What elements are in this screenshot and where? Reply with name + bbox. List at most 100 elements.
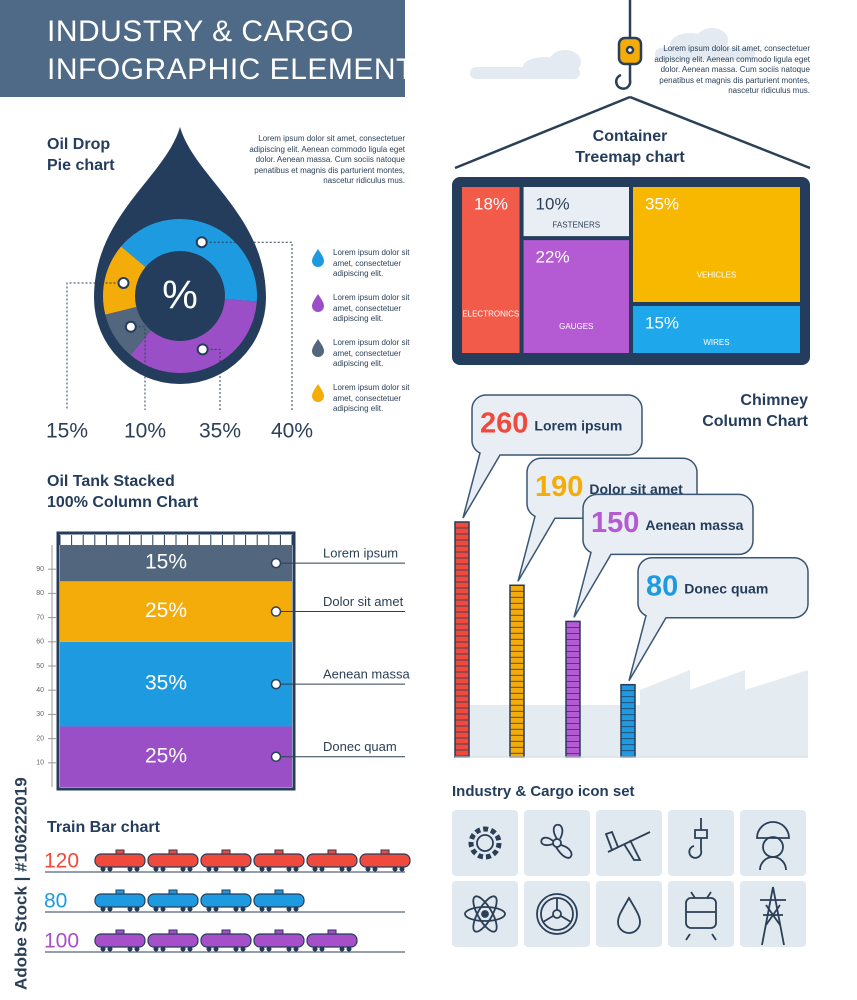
wheel <box>346 946 352 952</box>
chimney <box>454 521 470 758</box>
legend-text: Lorem ipsum dolor sit amet, consectetuer… <box>333 338 410 368</box>
series-label: Lorem ipsum <box>323 546 398 561</box>
wheel <box>213 906 219 912</box>
tank-car <box>253 933 305 948</box>
wheel <box>286 906 292 912</box>
category-label: Aenean massa <box>645 517 743 533</box>
value-label: 35% <box>199 420 241 443</box>
wheel <box>213 946 219 952</box>
chart-title: Oil Tank Stacked <box>47 473 175 490</box>
chimney <box>509 584 525 758</box>
speech-bubble <box>573 493 754 618</box>
wheel <box>372 866 378 872</box>
treemap-cell <box>633 306 800 353</box>
wheel <box>259 946 265 952</box>
treemap-cell <box>633 187 800 302</box>
train-bar <box>94 889 305 912</box>
tank-car <box>200 933 252 948</box>
wheel <box>107 866 113 872</box>
speech-bubble <box>462 394 643 519</box>
train-bar <box>94 929 358 952</box>
wheel <box>293 906 299 912</box>
tank-car <box>253 853 305 868</box>
wheel <box>319 946 325 952</box>
wheel <box>160 906 166 912</box>
segment-dot <box>270 678 282 690</box>
y-tick-label: 50 <box>36 663 44 670</box>
series-label: Aenean massa <box>323 667 410 682</box>
car-dome <box>168 929 178 935</box>
car-dome <box>168 849 178 855</box>
wheel <box>240 906 246 912</box>
value-label: 150 <box>591 507 639 539</box>
wheel <box>153 946 159 952</box>
value-label: 80 <box>44 890 67 913</box>
wheel <box>134 946 140 952</box>
wheel <box>134 866 140 872</box>
category-label: Dolor sit amet <box>589 481 683 497</box>
wheel <box>180 906 186 912</box>
wheel <box>266 866 272 872</box>
wheel <box>206 946 212 952</box>
y-tick-label: 40 <box>36 687 44 694</box>
chimney <box>565 620 581 758</box>
chart-title: Column Chart <box>702 413 808 430</box>
legend-drop <box>312 339 324 357</box>
leader-line <box>66 282 124 410</box>
wheel <box>100 866 106 872</box>
wheel <box>312 866 318 872</box>
wheel <box>107 946 113 952</box>
wheel <box>153 906 159 912</box>
car-dome <box>327 849 337 855</box>
y-tick-label: 20 <box>36 735 44 742</box>
wheel <box>286 946 292 952</box>
stack-segment <box>60 641 292 727</box>
treemap-annotation: Lorem ipsum dolor sit amet, consectetuer… <box>654 44 810 95</box>
header-band <box>0 0 405 97</box>
wheel <box>206 906 212 912</box>
car-dome <box>115 929 125 935</box>
wheel <box>266 906 272 912</box>
value-label: 35% <box>645 194 679 213</box>
value-label: 35% <box>145 672 187 695</box>
wheel <box>107 906 113 912</box>
chart-title: 100% Column Chart <box>47 494 199 511</box>
tank-car <box>253 893 305 908</box>
wheel <box>153 866 159 872</box>
wheel <box>240 946 246 952</box>
slice-dot <box>124 320 137 333</box>
icon-set <box>452 810 806 947</box>
series-label: Dolor sit amet <box>323 594 404 609</box>
value-label: 25% <box>145 744 187 767</box>
wheel <box>127 866 133 872</box>
stack-segment <box>60 581 292 642</box>
wheel <box>399 866 405 872</box>
wheel <box>233 946 239 952</box>
value-label: 15% <box>46 420 88 443</box>
category-label: FASTENERS <box>552 220 600 229</box>
tank-car <box>306 933 358 948</box>
header-title: INFOGRAPHIC ELEMENTS <box>47 53 435 86</box>
wheel <box>339 866 345 872</box>
car-dome <box>221 849 231 855</box>
wheel <box>233 866 239 872</box>
value-label: 120 <box>44 850 79 873</box>
value-label: 10% <box>536 194 570 213</box>
car-dome <box>380 849 390 855</box>
header-title: INDUSTRY & CARGO <box>47 15 354 48</box>
wheel <box>187 906 193 912</box>
wheel <box>134 906 140 912</box>
wheel <box>180 946 186 952</box>
wheel <box>319 866 325 872</box>
category-label: VEHICLES <box>697 271 737 280</box>
category-label: Donec quam <box>684 580 768 596</box>
wheel <box>346 866 352 872</box>
value-label: 190 <box>535 471 583 503</box>
y-tick-label: 90 <box>36 566 44 573</box>
wheel <box>160 946 166 952</box>
pie-center-label: % <box>162 274 198 318</box>
value-label: 18% <box>474 194 508 213</box>
legend-text: Lorem ipsum dolor sit amet, consectetuer… <box>333 293 410 323</box>
